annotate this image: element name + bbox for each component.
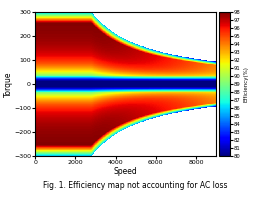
Y-axis label: Efficiency(%): Efficiency(%) <box>243 66 248 102</box>
Text: Fig. 1. Efficiency map not accounting for AC loss: Fig. 1. Efficiency map not accounting fo… <box>43 182 227 190</box>
Y-axis label: Torque: Torque <box>4 71 12 97</box>
X-axis label: Speed: Speed <box>114 167 137 176</box>
